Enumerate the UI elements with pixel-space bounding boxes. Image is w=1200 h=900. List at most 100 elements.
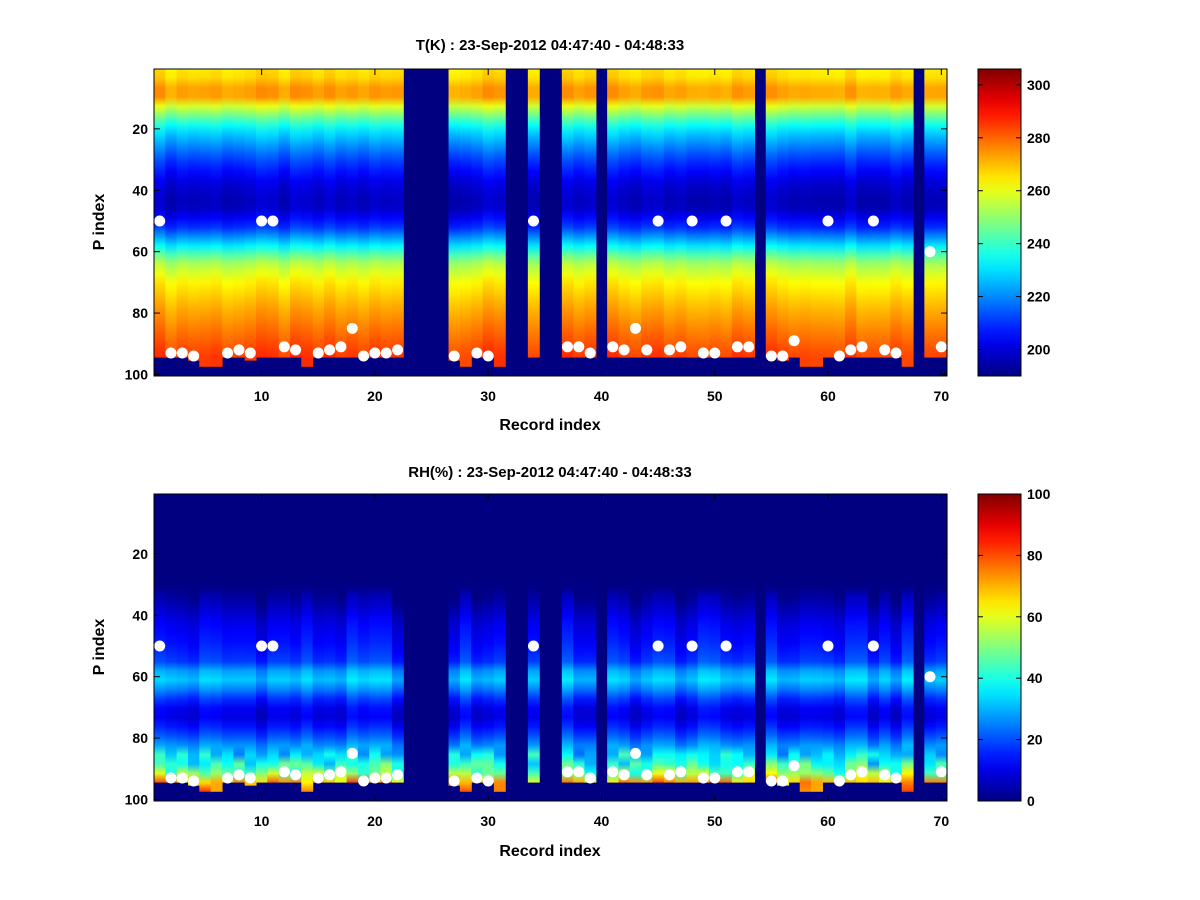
- profile-column: [482, 494, 495, 783]
- profile-column: [777, 494, 789, 786]
- colorbar-tick-label: 220: [1027, 289, 1051, 305]
- surface-marker: [256, 215, 268, 227]
- profile-column: [731, 69, 744, 358]
- surface-marker: [528, 215, 539, 227]
- profile-column: [471, 69, 484, 358]
- y-tick-label: 60: [132, 669, 148, 685]
- profile-column: [788, 69, 801, 358]
- profile-column: [448, 69, 461, 361]
- profile-column: [221, 69, 234, 358]
- profile-column: [346, 69, 359, 358]
- surface-marker: [165, 772, 177, 784]
- colorbar-tick-label: 80: [1027, 547, 1043, 563]
- surface-marker: [867, 215, 879, 227]
- surface-marker: [935, 341, 947, 353]
- surface-marker: [165, 347, 177, 359]
- x-tick-label: 60: [820, 388, 836, 404]
- surface-marker: [856, 341, 868, 353]
- profile-column: [482, 69, 495, 358]
- profile-column: [629, 494, 642, 783]
- profile-column: [323, 69, 336, 358]
- humidity-title: RH(%) : 23-Sep-2012 04:47:40 - 04:48:33: [408, 464, 691, 481]
- colorbar-tick-label: 60: [1027, 609, 1043, 625]
- surface-marker: [312, 772, 324, 784]
- surface-marker: [777, 350, 789, 362]
- surface-marker: [244, 347, 256, 359]
- surface-marker: [346, 747, 358, 759]
- profile-column: [697, 69, 710, 358]
- profile-column: [187, 69, 200, 361]
- profile-column: [346, 494, 359, 783]
- profile-column: [675, 69, 688, 358]
- surface-marker: [618, 344, 630, 356]
- profile-column: [641, 69, 654, 358]
- profile-column: [335, 69, 348, 358]
- surface-marker: [278, 341, 290, 353]
- profile-column: [629, 69, 642, 358]
- surface-marker: [731, 766, 743, 778]
- y-tick-label: 20: [132, 121, 148, 137]
- profile-column: [652, 494, 665, 783]
- x-tick-label: 40: [594, 813, 610, 829]
- surface-marker: [697, 772, 709, 784]
- profile-column: [652, 69, 665, 358]
- profile-column: [380, 494, 393, 783]
- colorbar-tick-label: 300: [1027, 77, 1051, 93]
- surface-marker: [664, 769, 675, 781]
- profile-column: [856, 494, 869, 783]
- x-tick-label: 50: [707, 388, 723, 404]
- surface-marker: [765, 350, 777, 362]
- surface-marker: [573, 766, 585, 778]
- profile-column: [527, 69, 540, 358]
- surface-marker: [765, 775, 777, 787]
- profile-column: [278, 494, 291, 783]
- surface-marker: [380, 347, 392, 359]
- humidity-ylabel: P index: [91, 619, 108, 676]
- colorbar-tick-label: 40: [1027, 670, 1043, 686]
- profile-column: [743, 494, 756, 783]
- profile-column: [811, 494, 823, 792]
- surface-marker: [675, 766, 687, 778]
- profile-column: [369, 69, 382, 358]
- surface-marker: [278, 766, 290, 778]
- profile-column: [686, 494, 699, 783]
- surface-marker: [154, 215, 166, 227]
- temperature-colorbar-ticks: 200 220 240 260 280 300: [978, 77, 1051, 358]
- y-tick-label: 20: [132, 546, 148, 562]
- profile-column: [709, 494, 722, 783]
- profile-column: [663, 69, 676, 358]
- profile-column: [335, 494, 348, 783]
- surface-marker: [890, 772, 902, 784]
- profile-column: [176, 494, 189, 783]
- profile-column: [765, 69, 778, 358]
- surface-marker: [788, 760, 800, 772]
- surface-marker: [890, 347, 902, 359]
- humidity-xlabel: Record index: [499, 843, 600, 860]
- surface-marker: [324, 769, 336, 781]
- profile-column: [867, 494, 880, 783]
- y-tick-label: 80: [132, 305, 148, 321]
- colorbar-tick-label: 260: [1027, 183, 1051, 199]
- x-tick-label: 10: [254, 388, 270, 404]
- surface-marker: [641, 769, 653, 781]
- colorbar-tick-label: 0: [1027, 793, 1035, 809]
- surface-marker: [471, 347, 483, 359]
- colorbar-tick-label: 240: [1027, 236, 1051, 252]
- surface-marker: [335, 766, 347, 778]
- humidity-panel: RH(%) : 23-Sep-2012 04:47:40 - 04:48:33 …: [91, 464, 1051, 860]
- profile-column: [154, 494, 166, 783]
- x-tick-label: 50: [707, 813, 723, 829]
- profile-column: [935, 69, 948, 358]
- profile-column: [765, 494, 778, 783]
- profile-column: [278, 69, 291, 358]
- profile-column: [199, 69, 212, 367]
- profile-column: [890, 69, 903, 358]
- surface-marker: [346, 322, 358, 334]
- surface-marker: [720, 640, 732, 652]
- surface-marker: [324, 344, 336, 356]
- surface-marker: [935, 766, 947, 778]
- surface-marker: [471, 772, 483, 784]
- x-tick-label: 30: [480, 388, 496, 404]
- temperature-ylabel: P index: [91, 194, 108, 251]
